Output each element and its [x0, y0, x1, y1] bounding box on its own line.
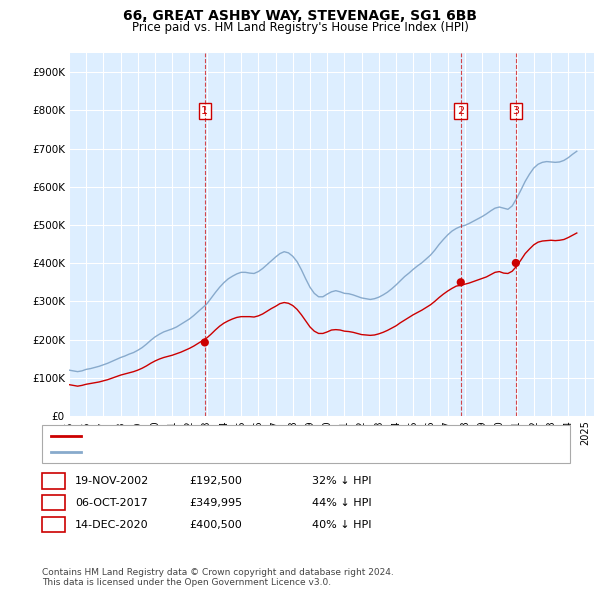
Text: 40% ↓ HPI: 40% ↓ HPI — [312, 520, 371, 529]
Text: 14-DEC-2020: 14-DEC-2020 — [75, 520, 149, 529]
Text: Price paid vs. HM Land Registry's House Price Index (HPI): Price paid vs. HM Land Registry's House … — [131, 21, 469, 34]
Text: 3: 3 — [50, 520, 57, 529]
Text: Contains HM Land Registry data © Crown copyright and database right 2024.
This d: Contains HM Land Registry data © Crown c… — [42, 568, 394, 587]
Text: 44% ↓ HPI: 44% ↓ HPI — [312, 498, 371, 507]
Text: 19-NOV-2002: 19-NOV-2002 — [75, 476, 149, 486]
Text: 1: 1 — [50, 476, 57, 486]
Text: £400,500: £400,500 — [189, 520, 242, 529]
Text: 2: 2 — [457, 106, 464, 116]
Point — [456, 277, 466, 287]
Text: 3: 3 — [512, 106, 520, 116]
Text: 1: 1 — [202, 106, 208, 116]
Text: 66, GREAT ASHBY WAY, STEVENAGE, SG1 6BB (detached house): 66, GREAT ASHBY WAY, STEVENAGE, SG1 6BB … — [87, 431, 420, 441]
Text: 06-OCT-2017: 06-OCT-2017 — [75, 498, 148, 507]
Point — [200, 337, 209, 347]
Text: £192,500: £192,500 — [189, 476, 242, 486]
Text: HPI: Average price, detached house, North Hertfordshire: HPI: Average price, detached house, Nort… — [87, 447, 382, 457]
Text: 32% ↓ HPI: 32% ↓ HPI — [312, 476, 371, 486]
Text: £349,995: £349,995 — [189, 498, 242, 507]
Text: 2: 2 — [50, 498, 57, 507]
Text: 66, GREAT ASHBY WAY, STEVENAGE, SG1 6BB: 66, GREAT ASHBY WAY, STEVENAGE, SG1 6BB — [123, 9, 477, 23]
Point — [511, 258, 521, 268]
